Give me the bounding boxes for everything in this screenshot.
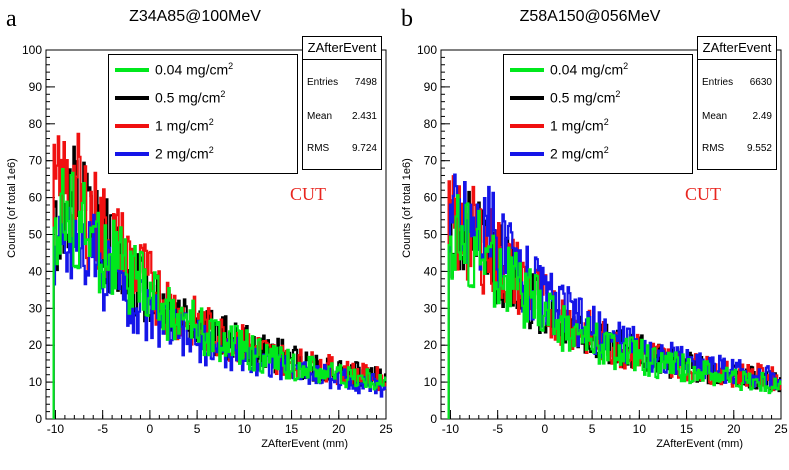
legend-item: 0.04 mg/cm2 bbox=[109, 59, 297, 81]
y-tick-label: 30 bbox=[29, 301, 43, 315]
x-tick-label: 25 bbox=[379, 422, 393, 436]
cut-annotation: CUT bbox=[685, 184, 721, 204]
legend-sup: 2 bbox=[220, 89, 226, 99]
x-tick-label: 10 bbox=[633, 422, 647, 436]
x-tick-label: 15 bbox=[285, 422, 299, 436]
x-tick-label: 15 bbox=[680, 422, 694, 436]
stats-box: ZAfterEvent Entries 7498 Mean 2.431 RMS 9.7… bbox=[302, 36, 382, 170]
y-tick-label: 10 bbox=[424, 375, 438, 389]
y-tick-label: 0 bbox=[35, 412, 42, 426]
legend-swatch-green bbox=[510, 68, 544, 72]
legend-sup: 2 bbox=[603, 145, 609, 155]
legend-label: 0.5 mg/cm bbox=[155, 89, 221, 106]
plot-title: Z34A85@100MeV bbox=[129, 8, 261, 25]
y-axis-label: Counts (of total 1e6) bbox=[6, 158, 18, 258]
y-tick-label: 90 bbox=[29, 80, 43, 94]
legend-label: 1 mg/cm bbox=[550, 117, 604, 134]
plot-b-canvas: 0 10 20 30 40 50 60 70 80 90 100 -10 -5 0 5 10 15 20 25 bbox=[417, 43, 788, 436]
legend-sup: 2 bbox=[615, 89, 621, 99]
plot-a-canvas: 0 10 20 30 40 50 60 70 80 90 100 -10 -5 0 5 10 15 20 25 bbox=[22, 43, 393, 436]
x-tick-label: -5 bbox=[492, 422, 503, 436]
y-tick-label: 40 bbox=[424, 264, 438, 278]
y-tick-label: 70 bbox=[29, 154, 43, 168]
x-tick-label: -10 bbox=[442, 422, 460, 436]
legend-label: 1 mg/cm bbox=[155, 117, 209, 134]
series-line bbox=[447, 194, 782, 419]
legend-sup: 2 bbox=[208, 145, 214, 155]
panel-letter: b bbox=[401, 6, 413, 32]
stats-box: ZAfterEvent Entries 6630 Mean 2.49 RMS 9.55… bbox=[697, 36, 777, 170]
y-tick-label: 0 bbox=[430, 412, 437, 426]
x-tick-label: -10 bbox=[47, 422, 65, 436]
legend-sup: 2 bbox=[208, 117, 214, 127]
legend-item: 0.04 mg/cm2 bbox=[504, 59, 692, 81]
legend-swatch-black bbox=[115, 96, 149, 100]
y-tick-label: 50 bbox=[29, 228, 43, 242]
y-tick-label: 50 bbox=[424, 228, 438, 242]
legend-swatch-blue bbox=[115, 152, 149, 156]
legend-item: 2 mg/cm2 bbox=[109, 143, 297, 165]
legend-item: 0.5 mg/cm2 bbox=[504, 87, 692, 109]
y-tick-label: 60 bbox=[424, 191, 438, 205]
y-tick-label: 20 bbox=[424, 338, 438, 352]
y-axis-label: Counts (of total 1e6) bbox=[401, 158, 413, 258]
x-tick-label: 5 bbox=[589, 422, 596, 436]
legend-label: 0.04 mg/cm bbox=[155, 61, 229, 78]
legend-swatch-red bbox=[115, 124, 149, 128]
y-tick-label: 10 bbox=[29, 375, 43, 389]
legend: 0.04 mg/cm2 0.5 mg/cm2 1 mg/cm2 2 mg/cm2 bbox=[108, 54, 298, 174]
legend-item: 2 mg/cm2 bbox=[504, 143, 692, 165]
y-tick-label: 70 bbox=[424, 154, 438, 168]
x-tick-label: 20 bbox=[332, 422, 346, 436]
legend-swatch-black bbox=[510, 96, 544, 100]
legend-swatch-red bbox=[510, 124, 544, 128]
y-tick-label: 100 bbox=[22, 43, 42, 57]
legend-sup: 2 bbox=[603, 117, 609, 127]
series-line bbox=[52, 168, 387, 419]
legend: 0.04 mg/cm2 0.5 mg/cm2 1 mg/cm2 2 mg/cm2 bbox=[503, 54, 693, 174]
panel-a: 0 10 20 30 40 50 60 70 80 90 100 -10 -5 0 5 10 15 20 25 a … bbox=[0, 0, 394, 470]
x-tick-label: 0 bbox=[147, 422, 154, 436]
legend-sup: 2 bbox=[623, 61, 629, 71]
y-tick-label: 90 bbox=[424, 80, 438, 94]
y-tick-label: 20 bbox=[29, 338, 43, 352]
panel-b: 0 10 20 30 40 50 60 70 80 90 100 -10 -5 0 5 10 15 20 25 b … bbox=[395, 0, 789, 470]
legend-swatch-blue bbox=[510, 152, 544, 156]
legend-item: 1 mg/cm2 bbox=[504, 115, 692, 137]
x-tick-label: 10 bbox=[238, 422, 252, 436]
x-tick-label: 25 bbox=[774, 422, 788, 436]
y-tick-label: 80 bbox=[29, 117, 43, 131]
legend-swatch-green bbox=[115, 68, 149, 72]
stats-title: ZAfterEvent bbox=[303, 37, 381, 60]
plot-title: Z58A150@056MeV bbox=[519, 8, 661, 25]
x-tick-label: 0 bbox=[542, 422, 549, 436]
y-tick-label: 100 bbox=[417, 43, 437, 57]
y-axis-label-wrap: Counts (of total 1e6) bbox=[2, 110, 18, 310]
x-tick-label: 5 bbox=[194, 422, 201, 436]
legend-label: 0.04 mg/cm bbox=[550, 61, 624, 78]
stats-title: ZAfterEvent bbox=[698, 37, 776, 60]
x-axis-label: ZAfterEvent (mm) bbox=[261, 438, 348, 450]
legend-label: 2 mg/cm bbox=[550, 145, 604, 162]
cut-annotation: CUT bbox=[290, 184, 326, 204]
y-tick-label: 80 bbox=[424, 117, 438, 131]
panel-letter: a bbox=[6, 6, 17, 32]
x-tick-label: 20 bbox=[727, 422, 741, 436]
legend-sup: 2 bbox=[228, 61, 234, 71]
y-axis-label-wrap: Counts (of total 1e6) bbox=[397, 110, 413, 310]
x-tick-label: -5 bbox=[97, 422, 108, 436]
legend-item: 0.5 mg/cm2 bbox=[109, 87, 297, 109]
legend-label: 2 mg/cm bbox=[155, 145, 209, 162]
y-tick-label: 40 bbox=[29, 264, 43, 278]
y-tick-label: 60 bbox=[29, 191, 43, 205]
x-axis-label: ZAfterEvent (mm) bbox=[656, 438, 743, 450]
legend-label: 0.5 mg/cm bbox=[550, 89, 616, 106]
y-tick-label: 30 bbox=[424, 301, 438, 315]
legend-item: 1 mg/cm2 bbox=[109, 115, 297, 137]
